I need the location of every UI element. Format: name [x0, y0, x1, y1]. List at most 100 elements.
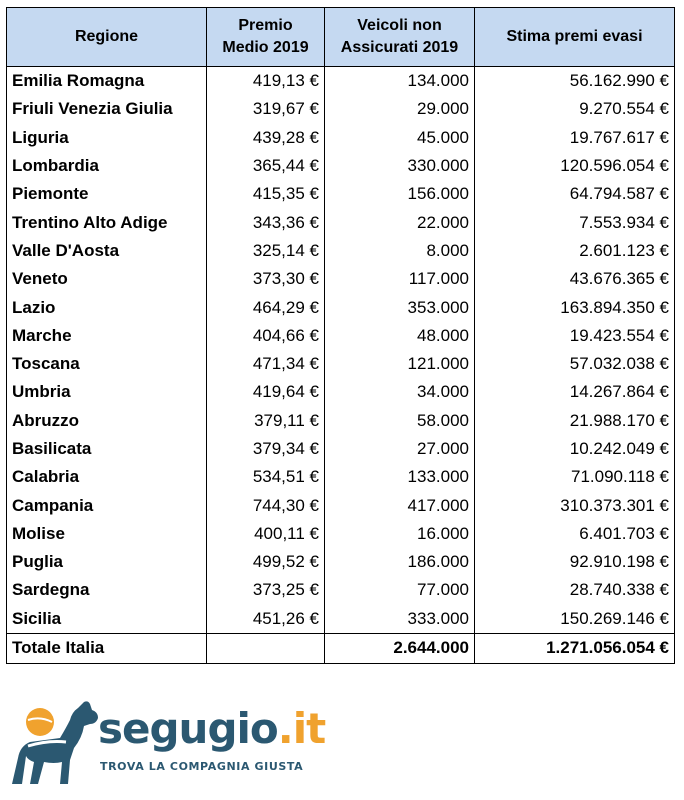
premium-cell: 415,35 € [206, 180, 325, 209]
total-label: Totale Italia [6, 632, 207, 664]
region-cell: Trentino Alto Adige [6, 208, 207, 237]
premium-cell: 379,34 € [206, 434, 325, 464]
header-estimate: Stima premi evasi [474, 7, 675, 67]
brand-tagline: TROVA LA COMPAGNIA GIUSTA [100, 760, 304, 773]
vehicles-cell: 330.000 [324, 151, 475, 181]
vehicles-cell: 45.000 [324, 123, 475, 152]
vehicles-cell: 16.000 [324, 519, 475, 549]
total-premium [206, 632, 325, 664]
table-row: Friuli Venezia Giulia 319,67 €29.000 9.270… [6, 95, 675, 124]
premium-cell: 373,25 € [206, 576, 325, 605]
premium-cell: 373,30 € [206, 265, 325, 294]
estimate-cell: 71.090.118 € [474, 463, 675, 492]
region-cell: Abruzzo [6, 406, 207, 435]
table-row: Marche 404,66 €48.000 19.423.554 € [6, 321, 675, 350]
vehicles-cell: 186.000 [324, 548, 475, 577]
table-row: Lombardia 365,44 €330.000 120.596.054 € [6, 151, 675, 181]
premium-cell: 499,52 € [206, 548, 325, 577]
table-row: Toscana 471,34 €121.000 57.032.038 € [6, 349, 675, 379]
vehicles-cell: 333.000 [324, 604, 475, 634]
table-body: Emilia Romagna 419,13 €134.000 56.162.990 … [6, 66, 675, 634]
region-cell: Lombardia [6, 151, 207, 181]
estimate-cell: 7.553.934 € [474, 208, 675, 237]
premium-cell: 379,11 € [206, 406, 325, 435]
premium-cell: 319,67 € [206, 95, 325, 124]
vehicles-cell: 417.000 [324, 491, 475, 520]
estimate-cell: 9.270.554 € [474, 95, 675, 124]
estimate-cell: 6.401.703 € [474, 519, 675, 549]
estimate-cell: 92.910.198 € [474, 548, 675, 577]
region-cell: Campania [6, 491, 207, 520]
vehicles-cell: 134.000 [324, 66, 475, 96]
table-row: Trentino Alto Adige 343,36 €22.000 7.553.9… [6, 208, 675, 237]
vehicles-cell: 58.000 [324, 406, 475, 435]
region-cell: Umbria [6, 378, 207, 407]
region-cell: Molise [6, 519, 207, 549]
table-row: Abruzzo 379,11 €58.000 21.988.170 € [6, 406, 675, 435]
estimate-cell: 64.794.587 € [474, 180, 675, 209]
estimate-cell: 57.032.038 € [474, 349, 675, 379]
region-cell: Marche [6, 321, 207, 350]
header-region: Regione [6, 7, 207, 67]
table-row: Veneto 373,30 €117.000 43.676.365 € [6, 265, 675, 294]
premium-cell: 365,44 € [206, 151, 325, 181]
estimate-cell: 163.894.350 € [474, 293, 675, 322]
estimate-cell: 10.242.049 € [474, 434, 675, 464]
segugio-logo: segugio.it TROVA LA COMPAGNIA GIUSTA [8, 696, 326, 792]
region-cell: Toscana [6, 349, 207, 379]
premium-cell: 451,26 € [206, 604, 325, 634]
region-cell: Lazio [6, 293, 207, 322]
table-row: Sicilia 451,26 €333.000 150.269.146 € [6, 604, 675, 634]
estimate-cell: 43.676.365 € [474, 265, 675, 294]
dog-with-ball-icon [12, 701, 98, 784]
region-cell: Veneto [6, 265, 207, 294]
region-cell: Basilicata [6, 434, 207, 464]
table-row: Liguria 439,28 €45.000 19.767.617 € [6, 123, 675, 152]
brand-part-2: gio [207, 704, 278, 753]
brand-part-1: segu [98, 704, 208, 753]
premium-cell: 471,34 € [206, 349, 325, 379]
table-row: Molise 400,11 €16.000 6.401.703 € [6, 519, 675, 549]
table-row: Piemonte 415,35 €156.000 64.794.587 € [6, 180, 675, 209]
vehicles-cell: 117.000 [324, 265, 475, 294]
premium-cell: 419,64 € [206, 378, 325, 407]
vehicles-cell: 29.000 [324, 95, 475, 124]
region-cell: Calabria [6, 463, 207, 492]
premium-cell: 534,51 € [206, 463, 325, 492]
vehicles-cell: 156.000 [324, 180, 475, 209]
estimate-cell: 120.596.054 € [474, 151, 675, 181]
vehicles-cell: 34.000 [324, 378, 475, 407]
insurance-table: Regione Premio Medio 2019 Veicoli non Assi… [6, 7, 675, 664]
vehicles-cell: 8.000 [324, 236, 475, 266]
table-header-row: Regione Premio Medio 2019 Veicoli non Assi… [6, 7, 675, 67]
table-row: Calabria 534,51 €133.000 71.090.118 € [6, 463, 675, 492]
region-cell: Valle D'Aosta [6, 236, 207, 266]
estimate-cell: 19.767.617 € [474, 123, 675, 152]
region-cell: Emilia Romagna [6, 66, 207, 96]
estimate-cell: 19.423.554 € [474, 321, 675, 350]
premium-cell: 404,66 € [206, 321, 325, 350]
estimate-cell: 2.601.123 € [474, 236, 675, 266]
vehicles-cell: 353.000 [324, 293, 475, 322]
region-cell: Liguria [6, 123, 207, 152]
region-cell: Sicilia [6, 604, 207, 634]
region-cell: Piemonte [6, 180, 207, 209]
vehicles-cell: 121.000 [324, 349, 475, 379]
header-premium: Premio Medio 2019 [206, 7, 325, 67]
table-row: Emilia Romagna 419,13 €134.000 56.162.990 … [6, 66, 675, 96]
table-row: Basilicata 379,34 €27.000 10.242.049 € [6, 434, 675, 464]
premium-cell: 400,11 € [206, 519, 325, 549]
total-vehicles: 2.644.000 [324, 632, 475, 664]
table-row: Lazio 464,29 €353.000 163.894.350 € [6, 293, 675, 322]
premium-cell: 464,29 € [206, 293, 325, 322]
premium-cell: 744,30 € [206, 491, 325, 520]
estimate-cell: 310.373.301 € [474, 491, 675, 520]
total-row: Totale Italia 2.644.000 1.271.056.054 € [6, 632, 675, 664]
table-row: Valle D'Aosta 325,14 €8.000 2.601.123 € [6, 236, 675, 266]
vehicles-cell: 77.000 [324, 576, 475, 605]
brand-name: segugio.it [98, 704, 326, 754]
premium-cell: 439,28 € [206, 123, 325, 152]
premium-cell: 419,13 € [206, 66, 325, 96]
region-cell: Friuli Venezia Giulia [6, 95, 207, 124]
region-cell: Sardegna [6, 576, 207, 605]
